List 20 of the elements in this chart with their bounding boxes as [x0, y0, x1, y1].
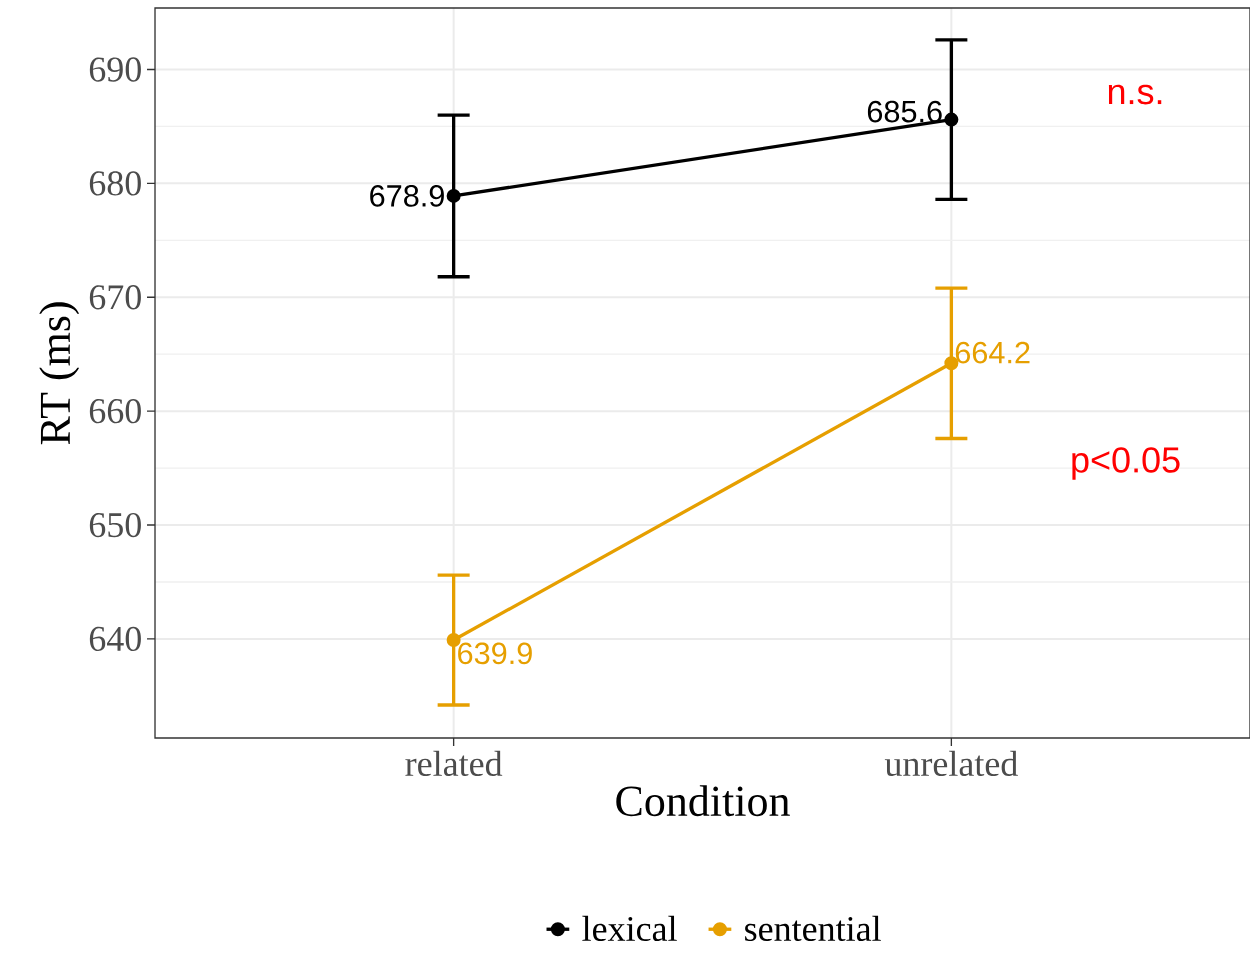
y-tick-label: 670: [89, 285, 141, 310]
annotation: n.s.: [1108, 84, 1162, 105]
y-tick-label: 640: [89, 626, 141, 652]
data-label: 685.6: [867, 100, 942, 123]
y-tick-label: 690: [89, 57, 141, 82]
y-axis-title: RT (ms): [39, 302, 80, 445]
point: [446, 188, 461, 203]
y-tick-label: 680: [89, 171, 141, 196]
y-tick-label: 660: [89, 399, 141, 424]
annotation: p<0.05: [1072, 447, 1180, 480]
x-axis-title: Condition: [616, 785, 790, 817]
data-label: 664.2: [955, 341, 1030, 364]
legend-label: lexical: [582, 915, 677, 942]
data-label: 639.9: [458, 642, 532, 665]
x-tick-label: related: [405, 750, 503, 777]
data-label: 678.9: [370, 185, 444, 207]
point: [944, 112, 959, 127]
legend-label: sentential: [745, 915, 881, 942]
x-tick-label: unrelated: [884, 750, 1018, 777]
y-tick-label: 650: [89, 512, 141, 538]
